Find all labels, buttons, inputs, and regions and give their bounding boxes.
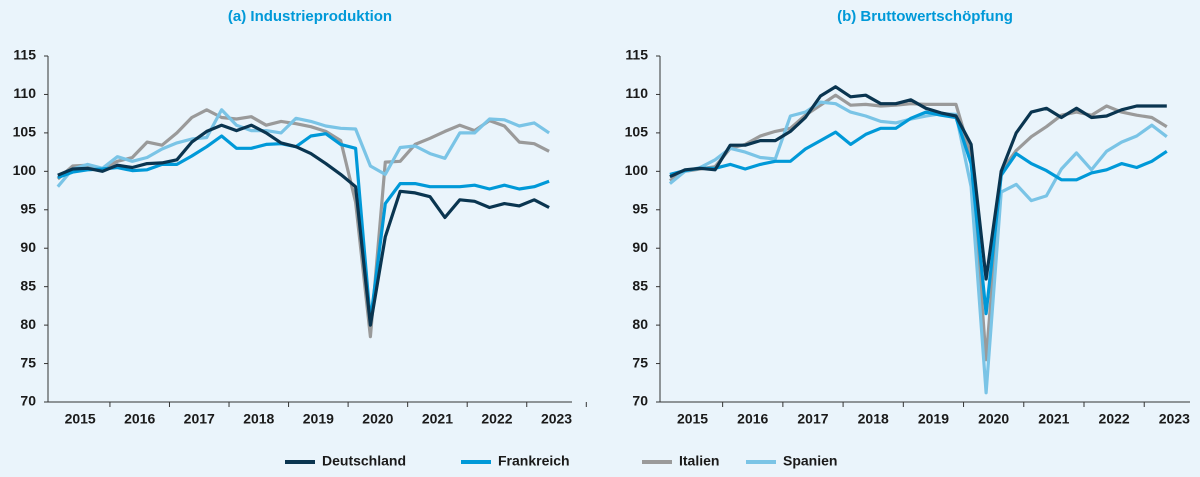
legend-label: Spanien	[783, 453, 837, 469]
x-tick-label: 2017	[184, 411, 215, 427]
line-series: Italien	[56, 108, 550, 339]
x-tick-label: 2016	[124, 411, 155, 427]
x-tick-label: 2021	[422, 411, 453, 427]
x-tick-label: 2022	[481, 411, 512, 427]
x-tick-label: 2018	[858, 411, 889, 427]
legend-label: Frankreich	[498, 453, 570, 469]
x-tick-label: 2015	[65, 411, 96, 427]
y-tick-label: 105	[625, 124, 649, 140]
y-tick-label: 90	[20, 239, 36, 255]
y-tick-label: 80	[20, 316, 36, 332]
y-tick-label: 75	[632, 354, 648, 370]
y-tick-label: 110	[625, 85, 648, 101]
x-tick-label: 2015	[677, 411, 708, 427]
line-series: Deutschland	[669, 85, 1167, 281]
y-tick-label: 70	[632, 393, 648, 409]
y-tick-label: 100	[625, 162, 649, 178]
y-tick-label: 80	[632, 316, 648, 332]
x-tick-label: 2019	[918, 411, 949, 427]
line-series: Frankreich	[669, 110, 1168, 316]
legend-label: Deutschland	[322, 453, 406, 469]
x-tick-label: 2020	[362, 411, 393, 427]
x-tick-label: 2018	[243, 411, 274, 427]
y-tick-label: 75	[20, 354, 36, 370]
chart-title: (a) Industrieproduktion	[228, 8, 392, 25]
y-tick-label: 90	[632, 239, 648, 255]
x-tick-label: 2020	[978, 411, 1009, 427]
x-tick-label: 2023	[541, 411, 572, 427]
y-tick-label: 95	[632, 200, 648, 216]
line-series: Deutschland	[57, 123, 550, 327]
y-tick-label: 95	[20, 200, 36, 216]
y-tick-label: 115	[625, 47, 648, 63]
x-tick-label: 2022	[1099, 411, 1130, 427]
x-tick-label: 2023	[1159, 411, 1190, 427]
line-series: Italien	[669, 93, 1168, 362]
legend-label: Italien	[679, 453, 719, 469]
line-series: Spanien	[668, 100, 1168, 395]
y-tick-label: 105	[13, 124, 37, 140]
x-tick-label: 2021	[1038, 411, 1069, 427]
y-tick-label: 110	[13, 85, 36, 101]
line-series: Frankreich	[57, 132, 550, 323]
y-tick-label: 70	[20, 393, 36, 409]
x-tick-label: 2019	[303, 411, 334, 427]
y-tick-label: 85	[20, 277, 36, 293]
y-tick-label: 115	[13, 47, 36, 63]
line-series: Spanien	[56, 108, 550, 188]
y-tick-label: 100	[13, 162, 37, 178]
x-tick-label: 2016	[737, 411, 768, 427]
y-tick-label: 85	[632, 277, 648, 293]
x-tick-label: 2017	[797, 411, 828, 427]
chart-title: (b) Bruttowertschöpfung	[837, 8, 1013, 25]
